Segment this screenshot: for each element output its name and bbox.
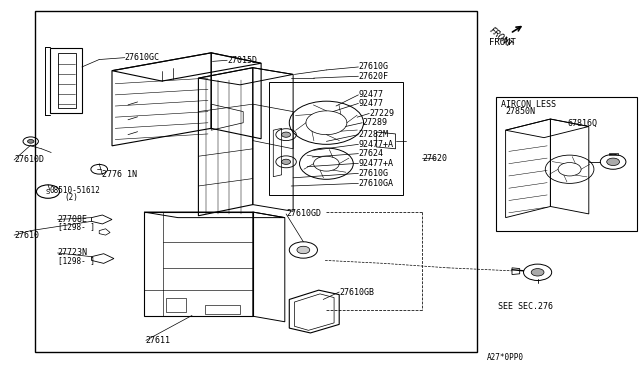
- Text: [1298- ]: [1298- ]: [58, 256, 95, 265]
- Text: 2776 1N: 2776 1N: [102, 170, 138, 179]
- Text: 27610GC: 27610GC: [125, 53, 160, 62]
- Bar: [496, 97, 637, 231]
- Text: (2): (2): [64, 193, 78, 202]
- Text: SEE SEC.276: SEE SEC.276: [498, 302, 553, 311]
- Text: 67816Q: 67816Q: [568, 119, 598, 128]
- Text: 27610D: 27610D: [14, 155, 44, 164]
- Text: FRONT: FRONT: [489, 38, 516, 47]
- Text: 27229: 27229: [369, 109, 394, 118]
- Text: 27850N: 27850N: [506, 107, 536, 116]
- Circle shape: [297, 246, 310, 254]
- Text: AIRCON LESS: AIRCON LESS: [501, 100, 556, 109]
- Text: FRONT: FRONT: [488, 26, 514, 50]
- Text: 27610G: 27610G: [358, 169, 388, 178]
- Text: S: S: [46, 189, 50, 195]
- Bar: [35, 11, 477, 352]
- Text: 27282M: 27282M: [358, 130, 388, 139]
- Text: 27610GB: 27610GB: [339, 288, 374, 296]
- Text: A27*0PP0: A27*0PP0: [486, 353, 524, 362]
- Text: 27610GD: 27610GD: [286, 209, 321, 218]
- Text: 27015D: 27015D: [227, 56, 257, 65]
- Text: 27610GA: 27610GA: [358, 179, 394, 188]
- Circle shape: [531, 269, 544, 276]
- Text: 27610G: 27610G: [358, 62, 388, 71]
- Text: 27624: 27624: [358, 149, 383, 158]
- Text: 92477+A: 92477+A: [358, 159, 394, 168]
- Text: 27723N: 27723N: [58, 248, 88, 257]
- Text: 08510-51612: 08510-51612: [50, 186, 100, 195]
- Text: 27611: 27611: [146, 336, 171, 345]
- Text: 27610: 27610: [14, 231, 39, 240]
- Circle shape: [282, 132, 291, 137]
- Circle shape: [28, 140, 34, 143]
- Text: 92477: 92477: [358, 90, 383, 99]
- Circle shape: [282, 159, 291, 164]
- Text: 27620: 27620: [422, 154, 447, 163]
- Circle shape: [607, 158, 620, 166]
- Text: [1298- ]: [1298- ]: [58, 222, 95, 231]
- Text: 27289: 27289: [362, 118, 387, 127]
- Text: 27708E: 27708E: [58, 215, 88, 224]
- Text: 92477: 92477: [358, 99, 383, 108]
- Text: 92477+A: 92477+A: [358, 140, 394, 149]
- Text: 27620F: 27620F: [358, 72, 388, 81]
